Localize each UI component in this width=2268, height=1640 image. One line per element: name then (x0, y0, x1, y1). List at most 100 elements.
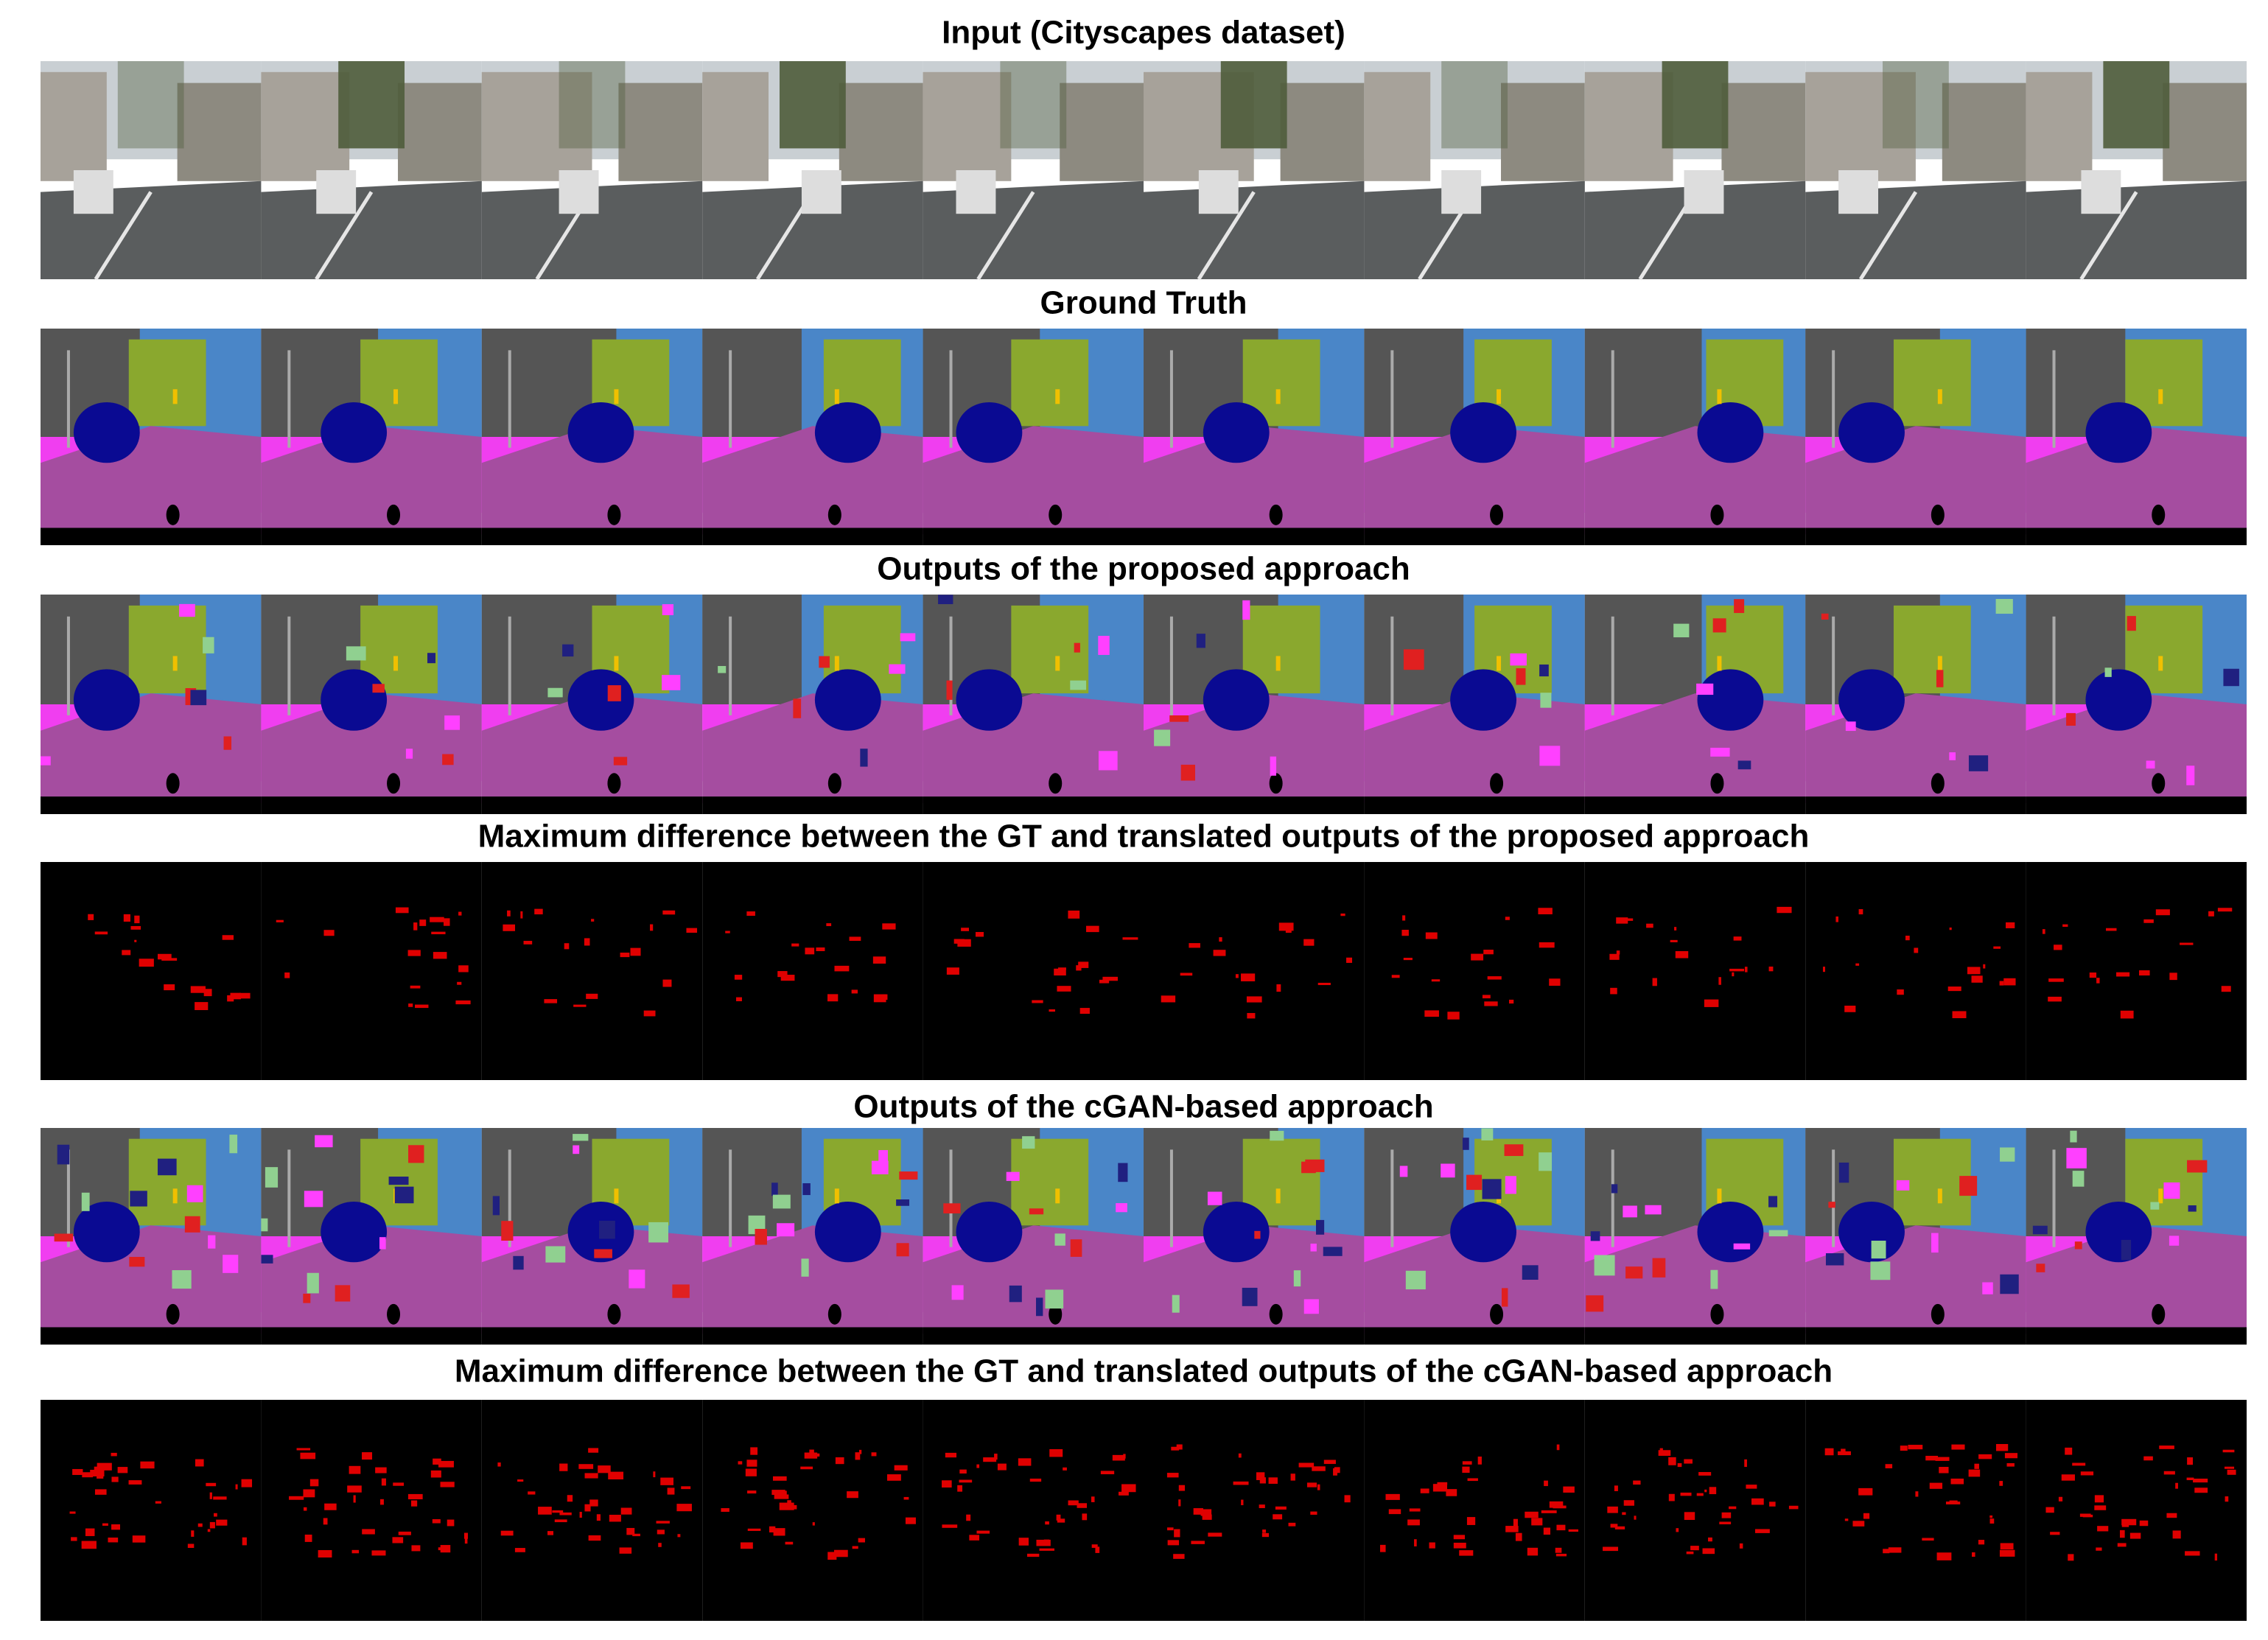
diff-pixel (195, 1459, 204, 1467)
diff-pixel (953, 939, 965, 944)
diff-pixel (1471, 953, 1484, 961)
artifact (613, 757, 628, 765)
ego-car (702, 796, 923, 814)
ego-mark (1269, 1303, 1283, 1325)
diff-pixel (1563, 1486, 1575, 1493)
ego-car (261, 1327, 482, 1345)
artifact (899, 1171, 918, 1180)
diff-pixel (1018, 1538, 1029, 1546)
car (73, 1201, 140, 1263)
frame (1144, 595, 1365, 814)
artifact (261, 1218, 268, 1232)
artifact (57, 1144, 70, 1165)
artifact (547, 687, 563, 698)
diff-pixel (1721, 1512, 1732, 1518)
artifact (1871, 1240, 1886, 1259)
diff-pixel (1668, 1493, 1675, 1501)
diff-pixel (309, 1479, 319, 1487)
diff-pixel (534, 908, 543, 915)
car (956, 402, 1023, 463)
diff-pixel (1698, 1472, 1712, 1476)
diff-pixel (791, 943, 799, 947)
diff-pixel (660, 1477, 673, 1485)
diff-background (702, 1400, 923, 1621)
diff-pixel (588, 1448, 599, 1453)
artifact (801, 1258, 809, 1277)
frame (702, 329, 923, 545)
diff-pixel (1202, 1514, 1212, 1520)
road (2026, 181, 2247, 279)
sign (1497, 389, 1502, 404)
ego-mark (166, 504, 180, 525)
diff-background (1805, 862, 2026, 1080)
diff-pixel (88, 914, 94, 920)
lane (1858, 191, 1918, 281)
diff-pixel (1544, 1480, 1548, 1487)
pole (1832, 616, 1835, 715)
artifact (896, 1199, 910, 1206)
diff-pixel (1462, 1466, 1470, 1473)
diff-pixel (190, 986, 206, 993)
building (1501, 83, 1585, 181)
diff-pixel (323, 1518, 328, 1525)
diff-pixel (855, 1452, 861, 1460)
car (2085, 669, 2152, 731)
artifact (1070, 1239, 1082, 1257)
diff-pixel (1968, 1469, 1981, 1477)
ego-car (2026, 528, 2247, 545)
building (702, 595, 802, 704)
vegetation (128, 1138, 206, 1226)
diff-pixel (942, 1524, 958, 1528)
diff-pixel (1709, 1487, 1717, 1495)
diff-pixel (1999, 981, 2004, 986)
artifact (1196, 634, 1205, 648)
diff-pixel (191, 1530, 195, 1537)
diff-pixel (206, 1482, 217, 1487)
diff-pixel (1914, 947, 1919, 953)
artifact (573, 1145, 580, 1154)
diff-pixel (1883, 1549, 1890, 1554)
building (481, 71, 592, 181)
diff-pixel (1091, 1544, 1098, 1548)
diff-pixel (1556, 1524, 1566, 1531)
diff-pixel (2097, 1526, 2109, 1532)
diff-pixel (975, 932, 984, 937)
frame (1584, 595, 1806, 814)
diff-pixel (2180, 942, 2194, 945)
ego-car (481, 796, 703, 814)
artifact (946, 680, 953, 700)
diff-pixel (1614, 1526, 1625, 1529)
diff-pixel (1525, 1511, 1539, 1518)
diff-pixel (1972, 1552, 1975, 1557)
diff-pixel (1171, 1446, 1180, 1451)
diff-pixel (1676, 1528, 1679, 1532)
diff-background (1584, 1400, 1806, 1621)
frame (923, 862, 1144, 1080)
diff-pixel (349, 1465, 361, 1474)
diff-pixel (81, 1541, 97, 1549)
diff-pixel (90, 1469, 105, 1476)
frame (923, 1400, 1144, 1621)
diff-pixel (1036, 1539, 1051, 1546)
diff-pixel (440, 1545, 451, 1553)
diff-pixel (1425, 932, 1438, 939)
sign (1055, 1188, 1060, 1204)
diff-pixel (2080, 1471, 2094, 1476)
pole (66, 1149, 70, 1247)
diff-pixel (1971, 975, 1983, 983)
diff-pixel (779, 1502, 794, 1510)
frame (481, 595, 703, 814)
diff-pixel (1340, 913, 1345, 917)
diff-background (1144, 1400, 1365, 1621)
diff-pixel (1949, 1500, 1958, 1503)
diff-pixel (82, 1472, 94, 1478)
frame (1144, 1128, 1365, 1345)
ego-car (923, 528, 1144, 545)
sign (1275, 1188, 1281, 1204)
diff-pixel (1235, 974, 1239, 978)
diff-pixel (547, 1531, 553, 1535)
diff-pixel (2068, 1554, 2074, 1561)
diff-pixel (284, 972, 290, 978)
diff-pixel (2006, 1462, 2015, 1467)
diff-pixel (579, 1512, 582, 1518)
